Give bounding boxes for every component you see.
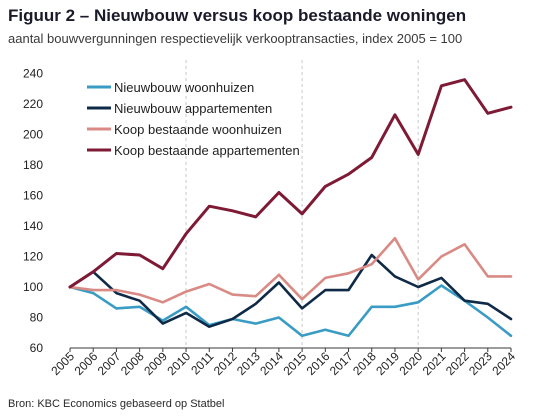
y-tick-label: 240 <box>23 67 43 81</box>
x-tick-label: 2008 <box>118 349 147 378</box>
series-line-3 <box>68 236 513 304</box>
x-tick-label: 2010 <box>164 349 193 378</box>
chart-subtitle: aantal bouwvergunningen respectievelijk … <box>8 31 463 46</box>
series-line-1 <box>68 284 513 338</box>
legend-label-4: Koop bestaande appartementen <box>114 143 300 158</box>
x-tick-label: 2011 <box>188 349 216 377</box>
x-tick-label: 2014 <box>257 349 286 378</box>
x-tick-label: 2017 <box>327 349 356 378</box>
legend: Nieuwbouw woonhuizen Nieuwbouw appartemen… <box>87 80 300 158</box>
y-tick-label: 120 <box>23 250 43 264</box>
y-tick-label: 140 <box>23 219 43 233</box>
x-tick-label: 2022 <box>443 349 472 378</box>
legend-label-1: Nieuwbouw woonhuizen <box>114 80 254 95</box>
legend-label-2: Nieuwbouw appartementen <box>114 101 272 116</box>
y-tick-label: 80 <box>30 311 44 325</box>
x-tick-label: 2006 <box>72 349 101 378</box>
x-tick-label: 2009 <box>141 349 170 378</box>
source-note: Bron: KBC Economics gebaseerd op Statbel <box>8 398 225 410</box>
x-tick-label: 2016 <box>304 349 333 378</box>
chart-title: Figuur 2 – Nieuwbouw versus koop bestaan… <box>8 6 467 25</box>
y-tick-label: 180 <box>23 158 43 172</box>
x-tick-label: 2023 <box>466 349 495 378</box>
x-axis: 2005200620072008200920102011201220132014… <box>48 347 518 378</box>
y-tick-label: 160 <box>23 189 43 203</box>
legend-label-3: Koop bestaande woonhuizen <box>114 122 282 137</box>
x-tick-label: 2012 <box>211 349 240 378</box>
x-tick-label: 2005 <box>48 349 77 378</box>
x-tick-label: 2015 <box>280 349 309 378</box>
y-tick-label: 60 <box>30 341 44 355</box>
y-tick-label: 220 <box>23 97 43 111</box>
y-tick-label: 100 <box>23 280 43 294</box>
series-line-4 <box>68 78 513 289</box>
y-axis: 60 80 100 120 140 160 180 200 220 240 <box>23 67 43 355</box>
x-tick-label: 2019 <box>373 349 402 378</box>
x-tick-label: 2021 <box>420 349 449 378</box>
x-tick-label: 2024 <box>489 349 518 378</box>
series-line-2 <box>68 253 513 329</box>
y-tick-label: 200 <box>23 128 43 142</box>
series-lines <box>68 78 513 338</box>
x-tick-label: 2007 <box>95 349 124 378</box>
x-tick-label: 2020 <box>396 349 425 378</box>
x-tick-label: 2018 <box>350 349 379 378</box>
x-tick-label: 2013 <box>234 349 263 378</box>
